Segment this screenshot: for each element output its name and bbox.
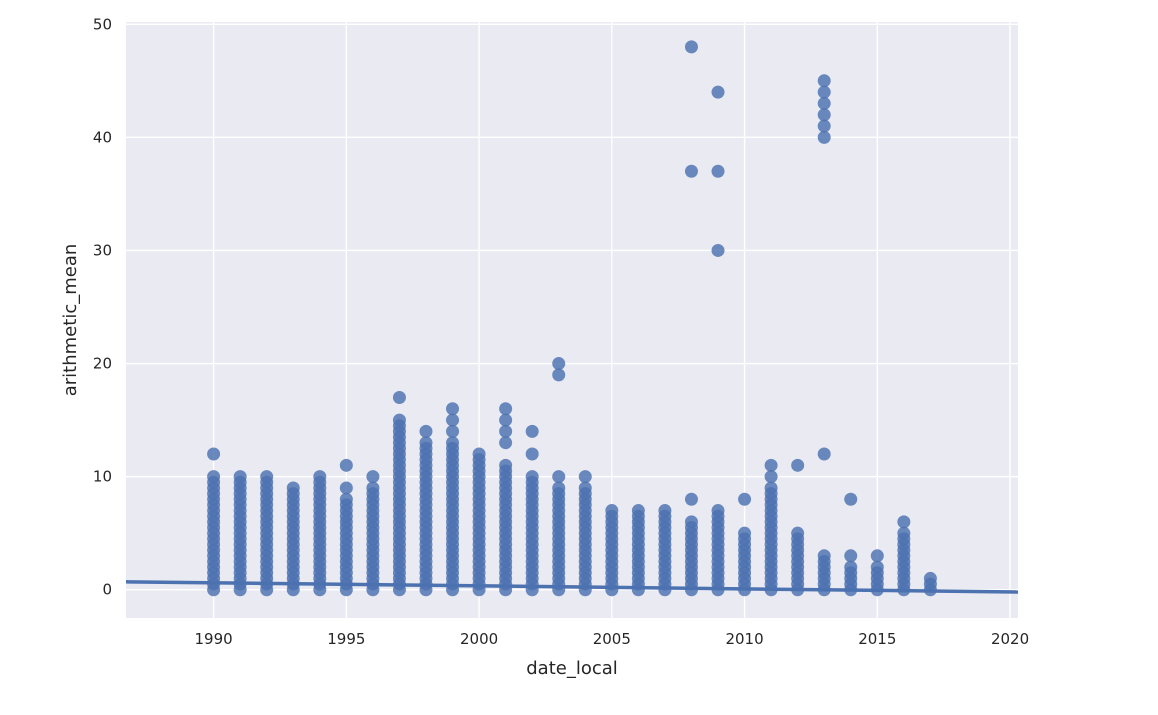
data-point: [870, 549, 884, 563]
data-point: [711, 243, 725, 257]
regression-line: [125, 580, 1019, 594]
data-point: [711, 85, 725, 99]
data-point: [684, 515, 698, 529]
data-point: [791, 526, 805, 540]
data-point: [446, 413, 460, 427]
data-point: [631, 504, 645, 518]
data-point: [923, 571, 937, 585]
x-tick-label: 1990: [195, 630, 233, 648]
data-point: [207, 470, 221, 484]
plot-background: [126, 22, 1018, 618]
data-point: [339, 481, 353, 495]
data-point: [446, 402, 460, 416]
data-point: [260, 470, 274, 484]
data-point: [817, 447, 831, 461]
data-point: [525, 447, 539, 461]
data-point: [419, 424, 433, 438]
data-point: [525, 424, 539, 438]
data-point: [207, 447, 221, 461]
data-point: [684, 492, 698, 506]
data-point: [366, 481, 380, 495]
data-point: [844, 549, 858, 563]
data-point: [897, 526, 911, 540]
y-tick-label: 20: [93, 355, 112, 373]
data-point: [897, 515, 911, 529]
data-point: [738, 492, 752, 506]
data-point: [552, 470, 566, 484]
data-point: [499, 458, 513, 472]
data-point: [313, 470, 327, 484]
data-point: [738, 526, 752, 540]
data-point: [817, 74, 831, 88]
tick-labels: 1990 1995 2000 2005 2010 2015 2020 0 10 20 30 40 50: [93, 15, 1029, 648]
y-axis-label: arithmetic_mean: [60, 244, 81, 397]
data-point: [764, 481, 778, 495]
data-point: [817, 96, 831, 110]
x-tick-label: 2010: [725, 630, 763, 648]
data-point: [817, 549, 831, 563]
data-points: [207, 40, 937, 597]
data-point: [552, 357, 566, 371]
y-tick-label: 50: [93, 15, 112, 33]
data-point: [525, 470, 539, 484]
data-point: [870, 560, 884, 574]
data-point: [817, 85, 831, 99]
data-point: [552, 368, 566, 382]
data-point: [711, 504, 725, 518]
data-point: [817, 108, 831, 122]
data-point: [472, 447, 486, 461]
data-point: [817, 130, 831, 144]
data-point: [499, 402, 513, 416]
y-tick-label: 30: [93, 241, 112, 259]
data-point: [711, 164, 725, 178]
x-tick-label: 1995: [327, 630, 365, 648]
x-tick-label: 2000: [460, 630, 498, 648]
data-point: [446, 436, 460, 450]
data-point: [392, 390, 406, 404]
x-tick-label: 2015: [858, 630, 896, 648]
regression-line-layer: [125, 580, 1019, 594]
data-point: [684, 40, 698, 54]
x-tick-label: 2005: [593, 630, 631, 648]
data-point: [233, 470, 247, 484]
data-point: [552, 481, 566, 495]
data-point: [419, 436, 433, 450]
data-point: [578, 481, 592, 495]
y-tick-label: 0: [102, 581, 112, 599]
data-point: [764, 470, 778, 484]
data-point: [366, 470, 380, 484]
y-tick-label: 40: [93, 128, 112, 146]
x-tick-label: 2020: [991, 630, 1029, 648]
data-point: [499, 436, 513, 450]
data-point: [499, 413, 513, 427]
data-point: [684, 164, 698, 178]
y-tick-label: 10: [93, 468, 112, 486]
data-point: [392, 413, 406, 427]
data-point: [844, 492, 858, 506]
data-point: [791, 458, 805, 472]
data-point: [578, 470, 592, 484]
grid-lines: [126, 22, 1018, 618]
data-point: [764, 458, 778, 472]
data-point: [286, 481, 300, 495]
data-point: [339, 458, 353, 472]
data-point: [339, 492, 353, 506]
data-point: [446, 424, 460, 438]
data-point: [499, 424, 513, 438]
data-point: [658, 504, 672, 518]
data-point: [844, 560, 858, 574]
data-point: [605, 504, 619, 518]
x-axis-label: date_local: [526, 658, 618, 679]
data-point: [817, 119, 831, 133]
